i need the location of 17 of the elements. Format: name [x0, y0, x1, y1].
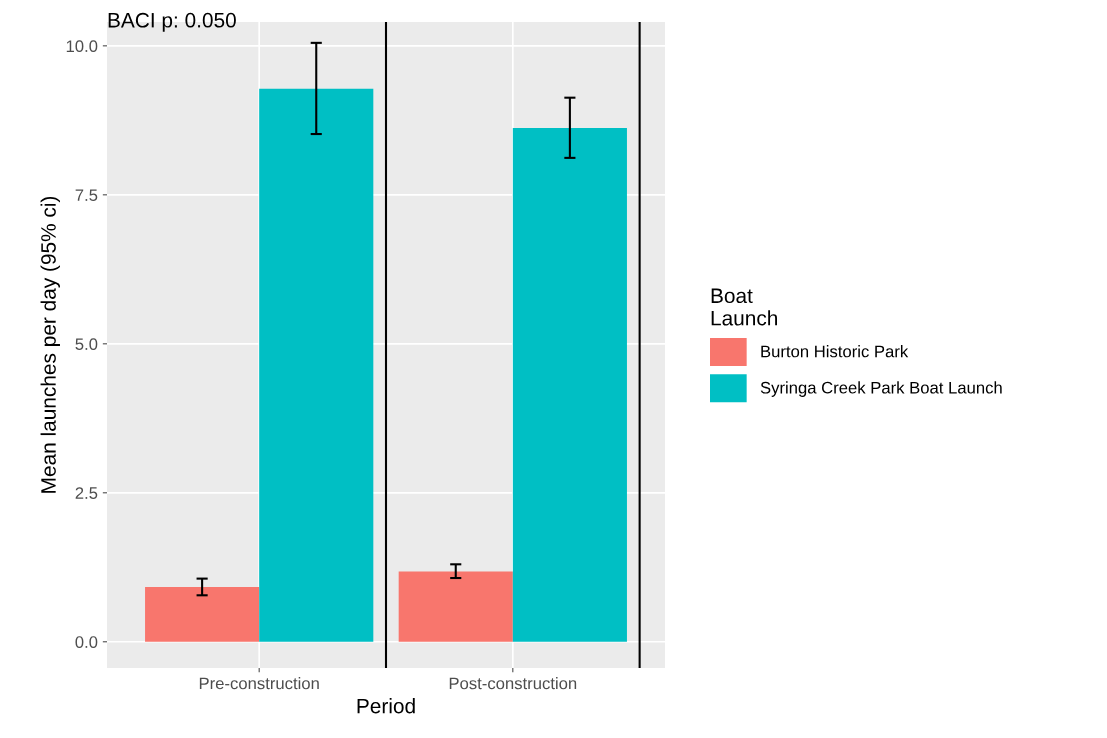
y-axis-title: Mean launches per day (95% ci): [40, 196, 60, 493]
y-tick-label: 10.0: [66, 40, 98, 53]
y-tick-label: 7.5: [75, 189, 98, 202]
y-tick-label: 0.0: [75, 636, 98, 648]
bar: [259, 88, 374, 642]
bar: [145, 586, 260, 642]
x-axis-title: Period: [357, 698, 415, 714]
y-tick-label: 2.5: [75, 487, 98, 499]
x-tick-label: Post-construction: [449, 677, 577, 690]
legend-label: Burton Historic Park: [761, 345, 909, 358]
y-tick-label: 5.0: [75, 338, 98, 351]
annotation: BACI p: 0.050: [108, 12, 236, 32]
legend-title: Boat Launch: [711, 288, 777, 326]
x-tick-label: Pre-construction: [199, 677, 319, 690]
bar: [512, 128, 627, 642]
legend-label: Syringa Creek Park Boat Launch: [760, 381, 1002, 397]
bar: [398, 571, 513, 642]
